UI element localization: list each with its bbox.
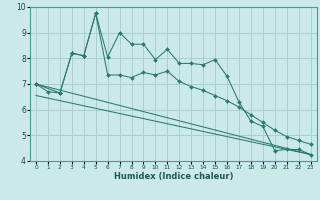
X-axis label: Humidex (Indice chaleur): Humidex (Indice chaleur) <box>114 172 233 181</box>
